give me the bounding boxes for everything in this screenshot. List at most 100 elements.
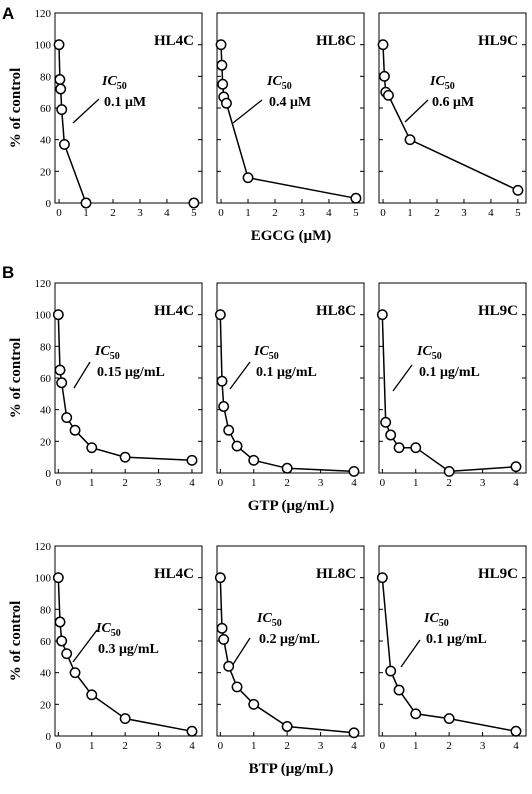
- ic50-value: 0.1 μg/mL: [256, 365, 317, 380]
- ic50-value: 0.4 μM: [269, 95, 311, 110]
- x-tick-label: 3: [156, 740, 162, 752]
- x-tick-label: 3: [318, 740, 324, 752]
- ic50-arrow: [72, 629, 98, 663]
- data-point: [56, 635, 68, 647]
- x-tick-label: 3: [480, 477, 486, 489]
- x-tick-label: 2: [434, 207, 440, 219]
- y-tick-label: 100: [35, 40, 52, 52]
- y-tick-label: 100: [35, 310, 52, 322]
- ic50-label-sub: 50: [117, 81, 127, 92]
- x-tick-label: 0: [56, 207, 62, 219]
- y-tick-label: 20: [40, 166, 52, 178]
- chart-panel: 0 1 2 3 4 HL8C IC50 0.1 μg/mL: [214, 282, 365, 489]
- x-tick-label: 4: [351, 740, 357, 752]
- data-point: [510, 461, 522, 473]
- y-tick-label: 20: [40, 436, 52, 448]
- data-point: [217, 78, 229, 90]
- data-point: [376, 572, 388, 584]
- cell-line-title: HL4C: [154, 33, 194, 49]
- ic50-value: 0.3 μg/mL: [98, 642, 159, 657]
- ic50-label-ic: IC: [101, 74, 117, 89]
- y-axis-label: % of control: [8, 601, 24, 682]
- data-point: [119, 451, 131, 463]
- y-tick-label: 60: [40, 373, 52, 385]
- chart-panel: 0 1 2 3 4 HL9C IC50 0.1 μg/mL: [376, 282, 527, 489]
- x-tick-label: 1: [413, 477, 419, 489]
- ic50-label-sub: 50: [282, 81, 292, 92]
- data-point: [376, 309, 388, 321]
- x-axis-label: EGCG (μM): [251, 228, 332, 244]
- y-axis-label: % of control: [8, 68, 24, 149]
- x-tick-label: 0: [56, 477, 62, 489]
- x-tick-label: 3: [461, 207, 467, 219]
- x-tick-label: 4: [351, 477, 357, 489]
- data-point: [410, 442, 422, 454]
- chart-panel: 0 1 2 3 4 5 HL8C IC50 0.4 μM: [215, 12, 365, 219]
- data-point: [410, 708, 422, 720]
- x-tick-label: 3: [137, 207, 143, 219]
- x-tick-label: 3: [156, 477, 162, 489]
- y-axis-label: % of control: [8, 338, 24, 419]
- x-tick-label: 1: [407, 207, 413, 219]
- ic50-label: IC50: [423, 611, 449, 629]
- x-tick-label: 0: [380, 740, 386, 752]
- data-point: [223, 660, 235, 672]
- data-point: [119, 713, 131, 725]
- data-point: [348, 465, 360, 477]
- data-point: [56, 104, 68, 116]
- x-tick-label: 2: [272, 207, 278, 219]
- ic50-arrow: [72, 98, 100, 124]
- y-tick-label: 60: [40, 103, 52, 115]
- data-point: [86, 442, 98, 454]
- x-tick-label: 0: [218, 207, 224, 219]
- x-axis-label: GTP (μg/mL): [248, 498, 334, 514]
- x-tick-label: 2: [284, 740, 290, 752]
- y-tick-label: 0: [46, 468, 52, 480]
- data-point: [69, 424, 81, 436]
- cell-line-title: HL8C: [316, 33, 356, 49]
- cell-line-title: HL4C: [154, 566, 194, 582]
- x-tick-label: 0: [380, 477, 386, 489]
- y-tick-label: 120: [35, 541, 52, 553]
- series-line: [57, 314, 193, 462]
- ic50-label-ic: IC: [95, 621, 111, 636]
- data-point: [378, 70, 390, 82]
- ic50-label-ic: IC: [416, 344, 432, 359]
- data-point: [231, 440, 243, 452]
- y-tick-label: 20: [40, 699, 52, 711]
- ic50-label-sub: 50: [432, 351, 442, 362]
- data-point: [281, 721, 293, 732]
- x-tick-label: 1: [89, 740, 95, 752]
- ic50-label-ic: IC: [266, 74, 282, 89]
- x-tick-label: 2: [122, 740, 128, 752]
- ic50-label-ic: IC: [256, 611, 272, 626]
- ic50-value: 0.6 μM: [432, 95, 474, 110]
- x-tick-label: 3: [318, 477, 324, 489]
- ic50-value: 0.15 μg/mL: [97, 365, 165, 380]
- y-tick-label: 0: [46, 731, 52, 743]
- cell-line-title: HL9C: [478, 33, 518, 49]
- data-point: [393, 442, 405, 454]
- data-point: [61, 648, 73, 660]
- series-line: [381, 577, 517, 733]
- data-point: [188, 197, 200, 209]
- x-tick-label: 2: [446, 477, 452, 489]
- ic50-arrow: [400, 639, 421, 668]
- x-tick-label: 5: [191, 207, 197, 219]
- ic50-label: IC50: [416, 344, 442, 362]
- ic50-label: IC50: [429, 74, 455, 92]
- data-point: [215, 39, 227, 51]
- x-tick-label: 1: [413, 740, 419, 752]
- x-tick-label: 1: [245, 207, 251, 219]
- data-point: [86, 689, 98, 701]
- data-point: [380, 416, 392, 428]
- x-tick-label: 4: [326, 207, 332, 219]
- y-tick-label: 120: [35, 8, 52, 20]
- x-tick-label: 2: [110, 207, 116, 219]
- data-point: [231, 681, 243, 693]
- y-tick-label: 120: [35, 278, 52, 290]
- y-tick-label: 40: [40, 405, 52, 417]
- ic50-value: 0.2 μg/mL: [259, 632, 320, 647]
- y-tick-label: 40: [40, 135, 52, 147]
